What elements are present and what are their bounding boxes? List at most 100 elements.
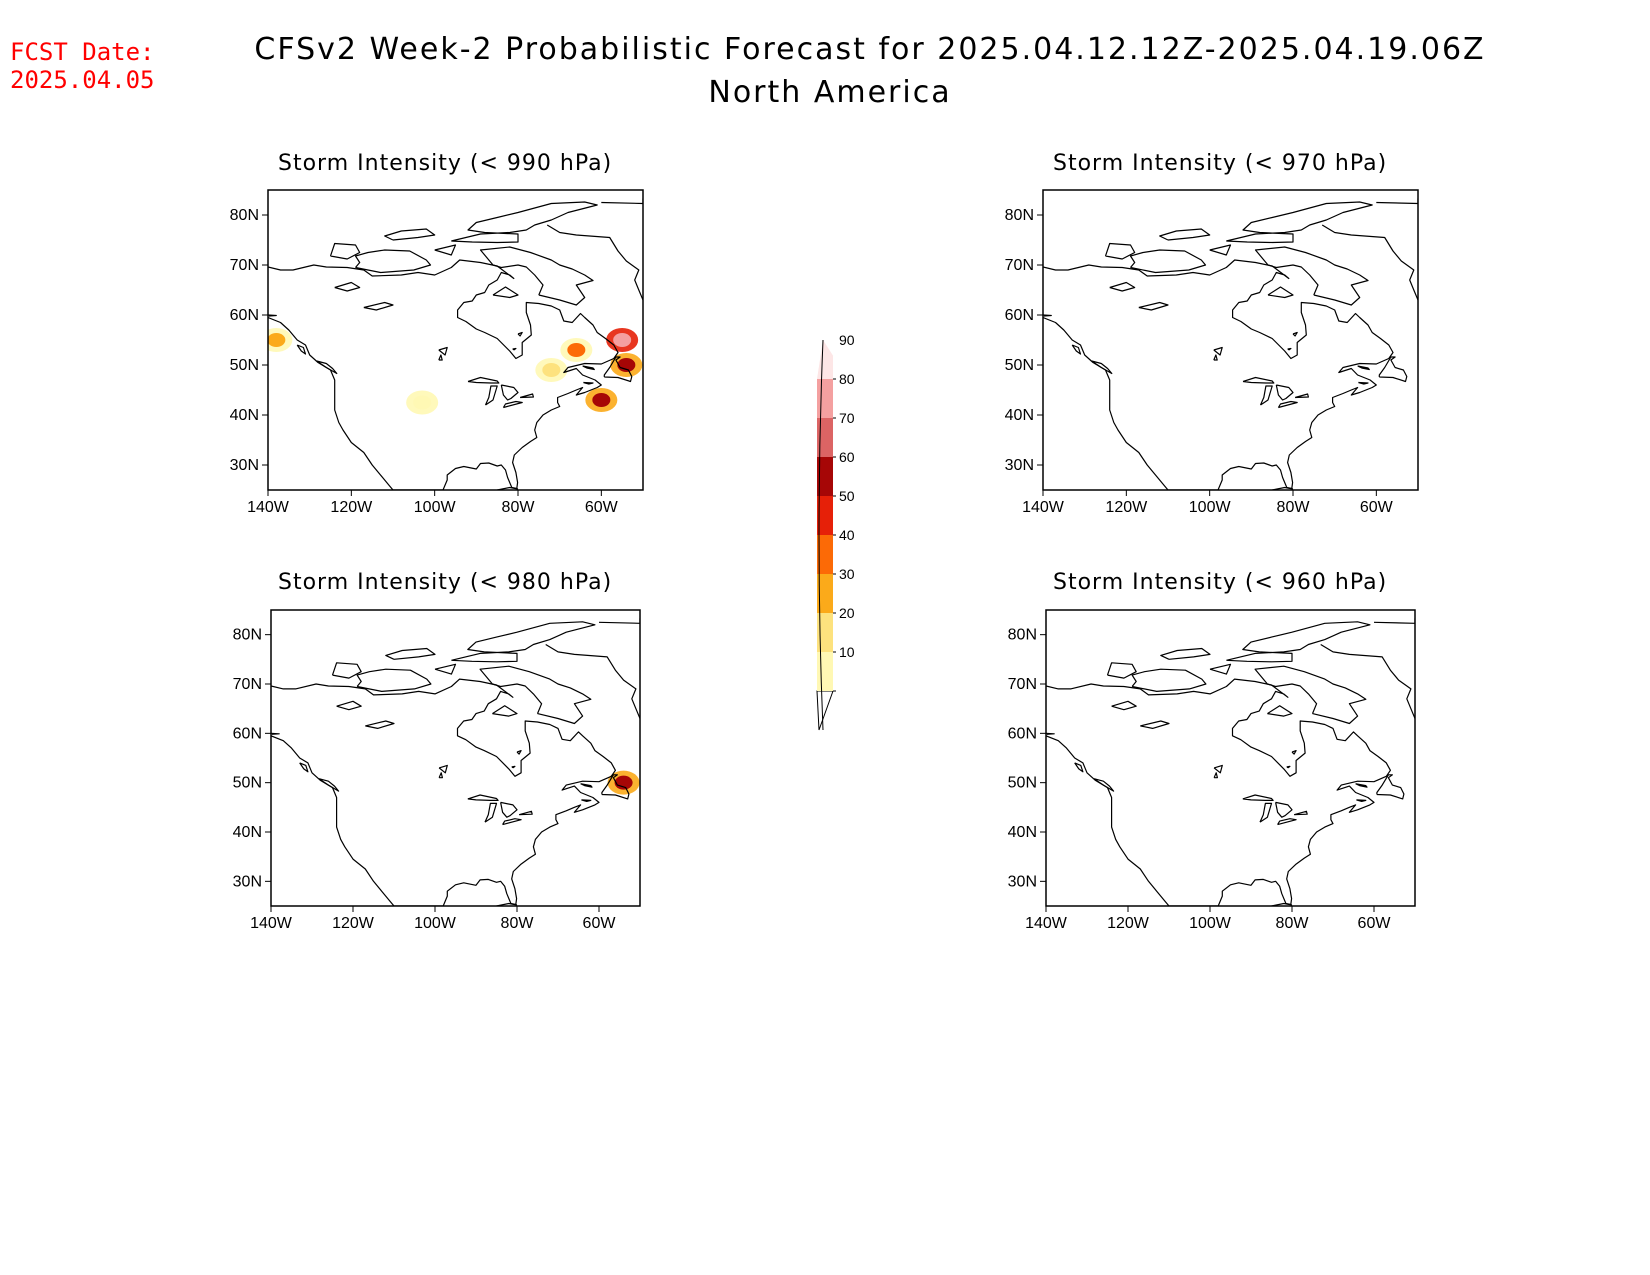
map-frame — [1042, 189, 1419, 491]
probability-core — [613, 333, 632, 347]
coastline — [500, 801, 518, 818]
lon-label: 140W — [247, 499, 290, 516]
coastline — [1321, 224, 1418, 301]
map-content — [271, 618, 640, 906]
colorbar-label: 50 — [839, 488, 855, 504]
coastline — [497, 486, 519, 490]
probability-core — [542, 363, 561, 377]
coastline — [1271, 902, 1293, 906]
coastline — [511, 765, 516, 769]
coastline — [512, 347, 517, 351]
coastline — [1106, 662, 1137, 679]
lon-label: 120W — [1107, 915, 1150, 932]
coastline — [268, 314, 277, 317]
coastline — [1293, 810, 1308, 816]
coastline — [1294, 393, 1309, 399]
lat-label: 80N — [230, 207, 259, 224]
coastline — [479, 246, 594, 306]
lat-label: 30N — [1005, 457, 1034, 474]
coastline — [479, 665, 592, 725]
lon-label: 60W — [1358, 915, 1392, 932]
lat-label: 70N — [1008, 676, 1037, 693]
coastline — [365, 720, 395, 730]
coastline — [1213, 354, 1218, 361]
coastline — [546, 224, 643, 301]
coastline — [580, 783, 593, 788]
colorbar-label: 40 — [839, 527, 855, 543]
lat-label: 40N — [233, 824, 262, 841]
coastline — [451, 621, 596, 663]
map-frame — [270, 609, 641, 907]
coastline — [299, 762, 309, 773]
coastline — [438, 354, 443, 361]
coastline — [1129, 249, 1207, 274]
coastline — [1254, 246, 1369, 306]
coastline — [1320, 643, 1415, 719]
coastline — [1043, 259, 1394, 490]
lon-label: 140W — [1022, 499, 1065, 516]
colorbar-label: 60 — [839, 449, 855, 465]
coastline — [517, 331, 523, 337]
coastline — [1277, 818, 1297, 826]
map-content — [1043, 198, 1418, 490]
coastline — [1373, 618, 1415, 624]
lat-label: 40N — [1008, 824, 1037, 841]
lat-label: 60N — [230, 307, 259, 324]
lon-label: 140W — [1025, 915, 1068, 932]
coastline — [1378, 356, 1408, 383]
lat-label: 30N — [230, 457, 259, 474]
colorbar-segment — [817, 340, 833, 379]
coastline — [1242, 794, 1274, 801]
coastline — [334, 281, 361, 292]
coastline — [384, 228, 436, 241]
coastline — [296, 344, 307, 355]
coastline — [363, 301, 394, 311]
colorbar-label: 10 — [839, 644, 855, 660]
coastline — [1046, 732, 1055, 735]
colorbar-segment — [817, 574, 833, 613]
coastline — [1159, 228, 1211, 241]
coastline — [583, 381, 594, 385]
coastline — [502, 400, 523, 409]
coastline — [500, 384, 519, 401]
coastline — [451, 201, 598, 244]
main-title: CFSv2 Week-2 Probabilistic Forecast for … — [254, 32, 1486, 67]
coastline — [1093, 778, 1115, 792]
lon-label: 80W — [1276, 915, 1310, 932]
coastline — [1131, 668, 1207, 693]
coastline — [603, 356, 633, 383]
map-panel-990: 80N 70N 60N 50N 40N 30N 140W 120W 100W 80W 60W — [230, 189, 644, 516]
coastline — [467, 794, 499, 801]
region-subtitle: North America — [708, 75, 952, 110]
colorbar-label: 20 — [839, 605, 855, 621]
coastline — [1138, 301, 1169, 311]
lat-label: 70N — [1005, 257, 1034, 274]
colorbar-outline — [818, 339, 824, 731]
panel-title-960: Storm Intensity (< 960 hPa) — [1053, 570, 1388, 595]
coastline — [1267, 286, 1294, 299]
coastline — [1104, 242, 1136, 260]
coastline — [518, 810, 533, 816]
lat-label: 70N — [233, 676, 262, 693]
coastline — [1376, 198, 1418, 205]
lon-label: 100W — [414, 499, 457, 516]
lat-label: 50N — [1008, 775, 1037, 792]
colorbar-label: 80 — [839, 371, 855, 387]
coastline — [1275, 384, 1294, 401]
coastline — [1213, 772, 1218, 779]
coastline — [271, 678, 616, 906]
coastline — [1259, 385, 1273, 406]
lon-label: 120W — [332, 915, 375, 932]
coastline — [1286, 765, 1291, 769]
coastline — [329, 242, 361, 260]
colorbar-segment — [817, 652, 833, 691]
coastline — [519, 393, 534, 399]
coastline — [318, 778, 340, 792]
coastline — [545, 643, 640, 719]
colorbar-segment — [817, 379, 833, 418]
coastline — [598, 618, 640, 624]
coastline — [434, 663, 457, 675]
colorbar-label: 90 — [839, 332, 855, 348]
map-content — [1046, 618, 1415, 906]
lon-label: 80W — [1277, 499, 1311, 516]
